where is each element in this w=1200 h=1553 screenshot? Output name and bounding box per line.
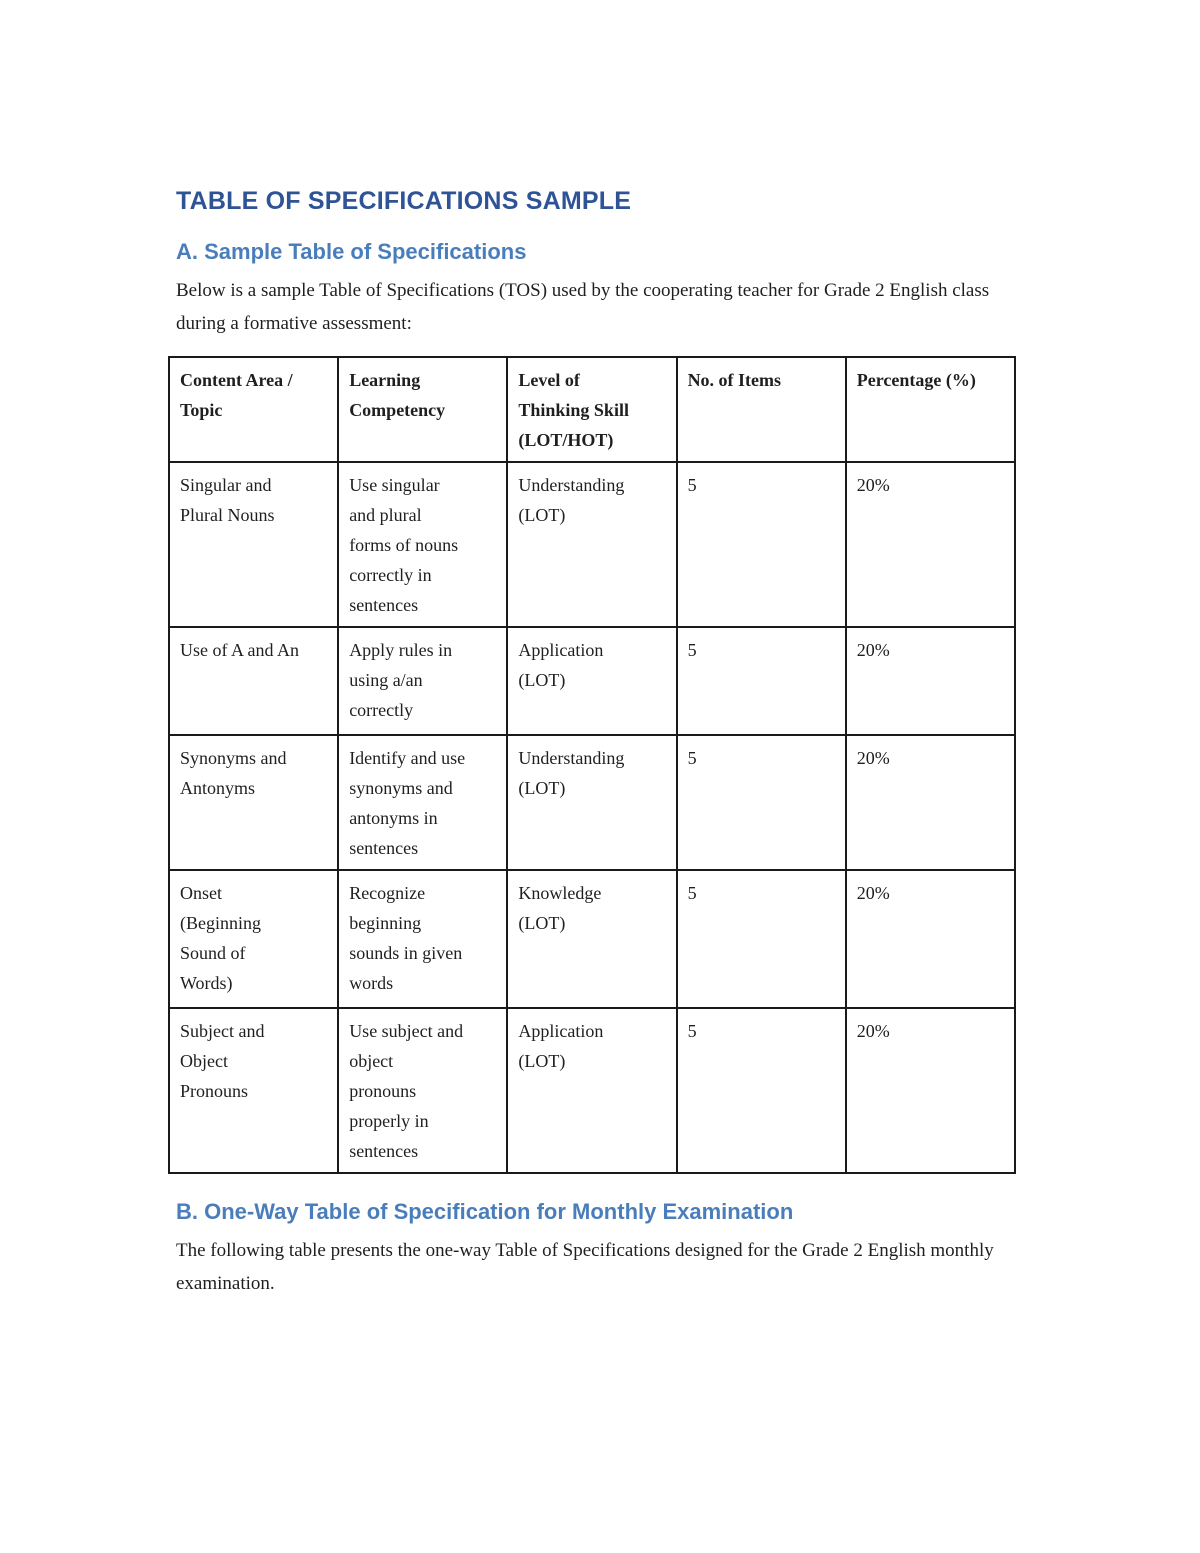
table-cell: 5 xyxy=(675,626,847,736)
table-row: Onset (Beginning Sound of Words) Recogni… xyxy=(167,869,1017,1009)
table-header-cell: No. of Items xyxy=(675,356,847,463)
table-cell: 5 xyxy=(675,734,847,871)
table-cell: 5 xyxy=(675,869,847,1009)
table-cell: 5 xyxy=(675,1007,847,1174)
table-header-row: Content Area / Topic Learning Competency… xyxy=(167,356,1017,463)
table-cell: Understanding (LOT) xyxy=(506,461,678,628)
table-cell: 5 xyxy=(675,461,847,628)
table-cell: Application (LOT) xyxy=(506,1007,678,1174)
table-header-cell: Content Area / Topic xyxy=(167,356,340,463)
table-cell: Apply rules in using a/an correctly xyxy=(337,626,509,736)
table-cell: 20% xyxy=(844,734,1017,871)
table-header-cell: Percentage (%) xyxy=(844,356,1017,463)
table-row: Singular and Plural Nouns Use singular a… xyxy=(167,461,1017,628)
section-a-heading: A. Sample Table of Specifications xyxy=(176,239,527,264)
section-a-paragraph: Below is a sample Table of Specification… xyxy=(176,280,990,334)
table-row: Synonyms and Antonyms Identify and use s… xyxy=(167,734,1017,871)
table-cell: Identify and use synonyms and antonyms i… xyxy=(337,734,509,871)
table-cell: Knowledge (LOT) xyxy=(506,869,678,1009)
table-cell: Subject and Object Pronouns xyxy=(167,1007,340,1174)
table-row: Use of A and An Apply rules in using a/a… xyxy=(167,626,1017,736)
table-cell: Use singular and plural forms of nouns c… xyxy=(337,461,509,628)
table-cell: Application (LOT) xyxy=(506,626,678,736)
table-cell: 20% xyxy=(844,869,1017,1009)
table-cell: 20% xyxy=(844,626,1017,736)
table-cell: Understanding (LOT) xyxy=(506,734,678,871)
table-cell: Onset (Beginning Sound of Words) xyxy=(167,869,340,1009)
table-cell: Recognize beginning sounds in given word… xyxy=(337,869,509,1009)
table-row: Subject and Object Pronouns Use subject … xyxy=(167,1007,1017,1174)
table-cell: 20% xyxy=(844,461,1017,628)
page-title: TABLE OF SPECIFICATIONS SAMPLE xyxy=(176,187,632,215)
section-b-paragraph: The following table presents the one-way… xyxy=(176,1240,994,1294)
table-cell: 20% xyxy=(844,1007,1017,1174)
table-cell: Singular and Plural Nouns xyxy=(167,461,340,628)
table-cell: Use subject and object pronouns properly… xyxy=(337,1007,509,1174)
table-cell: Synonyms and Antonyms xyxy=(167,734,340,871)
table-header-cell: Level of Thinking Skill (LOT/HOT) xyxy=(506,356,678,463)
section-b-heading: B. One-Way Table of Specification for Mo… xyxy=(176,1199,794,1224)
table-header-cell: Learning Competency xyxy=(337,356,509,463)
specifications-table: Content Area / Topic Learning Competency… xyxy=(167,356,1017,1174)
table-cell: Use of A and An xyxy=(167,626,340,736)
